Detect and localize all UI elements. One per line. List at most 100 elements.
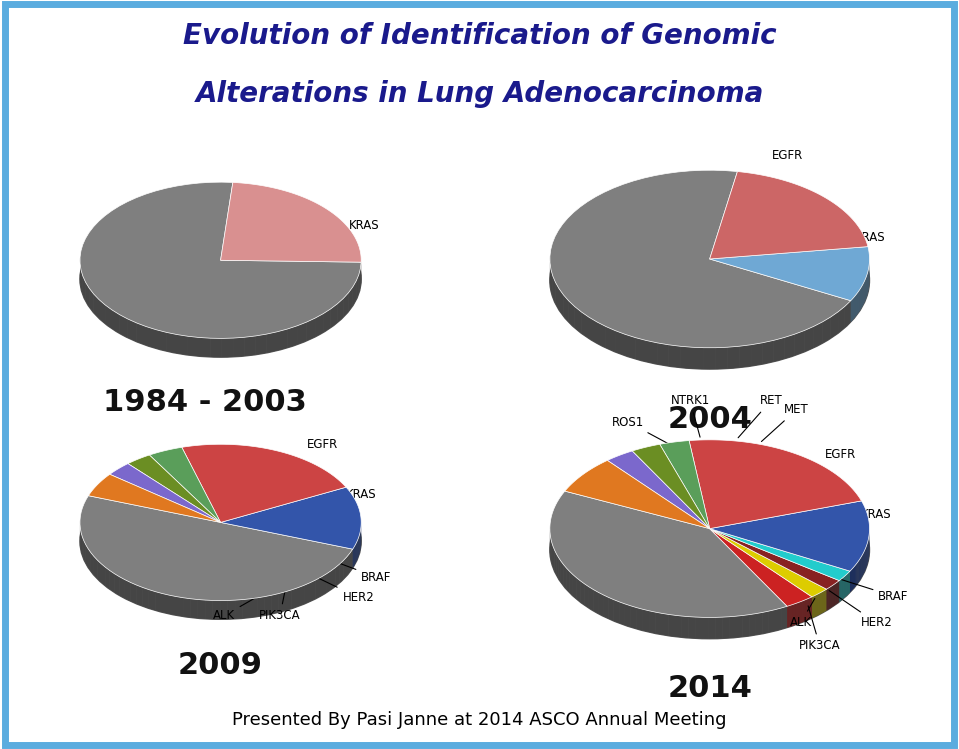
Polygon shape	[350, 549, 353, 571]
Text: BRAF: BRAF	[325, 558, 391, 583]
Polygon shape	[271, 594, 278, 614]
Text: KRAS: KRAS	[349, 219, 380, 232]
Polygon shape	[845, 300, 851, 328]
Polygon shape	[704, 348, 715, 369]
Polygon shape	[109, 571, 114, 592]
Polygon shape	[221, 487, 362, 549]
Polygon shape	[715, 348, 728, 369]
Polygon shape	[339, 560, 343, 583]
Polygon shape	[851, 569, 852, 592]
Text: KRAS: KRAS	[860, 508, 891, 521]
Polygon shape	[316, 314, 323, 337]
Text: Alterations in Lung Adenocarcinoma: Alterations in Lung Adenocarcinoma	[196, 80, 763, 109]
Text: No known
genotype: No known genotype	[129, 493, 194, 521]
Polygon shape	[83, 541, 85, 563]
Polygon shape	[692, 348, 704, 369]
Polygon shape	[221, 601, 227, 619]
Ellipse shape	[550, 192, 870, 369]
Text: EGFR: EGFR	[307, 437, 338, 451]
Polygon shape	[574, 306, 581, 333]
Polygon shape	[643, 609, 649, 632]
Polygon shape	[356, 275, 359, 300]
Polygon shape	[838, 306, 845, 333]
Polygon shape	[81, 270, 82, 295]
Polygon shape	[550, 270, 552, 297]
Polygon shape	[606, 327, 615, 352]
Text: No known
genotype: No known genotype	[615, 224, 680, 252]
Text: Presented By Pasi Janne at 2014 ASCO Annual Meeting: Presented By Pasi Janne at 2014 ASCO Ann…	[232, 711, 727, 729]
Polygon shape	[710, 529, 827, 597]
Polygon shape	[710, 529, 812, 606]
Polygon shape	[682, 616, 689, 638]
Polygon shape	[552, 276, 555, 304]
Polygon shape	[348, 287, 353, 312]
Polygon shape	[852, 568, 854, 590]
Polygon shape	[689, 616, 695, 638]
Polygon shape	[210, 339, 222, 357]
Polygon shape	[569, 301, 574, 328]
Polygon shape	[213, 601, 221, 619]
Polygon shape	[625, 334, 636, 359]
Polygon shape	[183, 598, 191, 617]
Polygon shape	[85, 545, 88, 568]
Polygon shape	[343, 557, 347, 579]
Polygon shape	[668, 345, 680, 368]
Polygon shape	[143, 587, 149, 608]
Text: 2004: 2004	[667, 404, 752, 434]
Polygon shape	[112, 310, 120, 333]
Polygon shape	[598, 592, 603, 616]
Polygon shape	[774, 338, 784, 362]
Polygon shape	[636, 338, 646, 362]
Text: KRAS: KRAS	[345, 488, 376, 501]
Polygon shape	[89, 288, 94, 313]
Polygon shape	[584, 584, 589, 608]
Polygon shape	[310, 580, 316, 601]
Polygon shape	[265, 595, 271, 616]
Polygon shape	[710, 529, 850, 580]
Polygon shape	[245, 336, 255, 356]
Polygon shape	[105, 567, 109, 589]
Polygon shape	[762, 611, 769, 634]
Polygon shape	[702, 617, 709, 639]
Polygon shape	[751, 343, 762, 366]
Polygon shape	[331, 304, 338, 327]
Polygon shape	[250, 598, 257, 618]
Polygon shape	[715, 617, 722, 639]
Polygon shape	[304, 583, 310, 604]
Polygon shape	[625, 604, 631, 627]
Polygon shape	[137, 323, 146, 345]
Ellipse shape	[80, 201, 362, 357]
Polygon shape	[114, 574, 120, 595]
Polygon shape	[177, 335, 188, 355]
Polygon shape	[795, 330, 805, 356]
Text: No known
genotype: No known genotype	[133, 228, 199, 255]
Text: HER2: HER2	[830, 590, 893, 629]
Polygon shape	[277, 329, 288, 351]
Text: ALK: ALK	[213, 594, 262, 622]
Polygon shape	[155, 592, 162, 612]
Polygon shape	[567, 568, 570, 592]
Polygon shape	[109, 464, 221, 522]
Polygon shape	[551, 543, 553, 568]
Polygon shape	[594, 589, 598, 613]
Polygon shape	[353, 281, 356, 306]
Polygon shape	[233, 337, 245, 357]
Text: HER2: HER2	[309, 574, 374, 604]
Polygon shape	[326, 571, 331, 592]
Polygon shape	[105, 305, 112, 329]
Polygon shape	[80, 496, 353, 601]
Polygon shape	[603, 595, 608, 619]
Polygon shape	[255, 334, 267, 355]
Polygon shape	[166, 333, 177, 354]
Polygon shape	[580, 580, 584, 605]
Text: KRAS: KRAS	[855, 231, 886, 244]
Polygon shape	[292, 588, 298, 609]
Polygon shape	[576, 577, 580, 602]
Polygon shape	[359, 268, 361, 294]
Polygon shape	[850, 570, 851, 592]
Polygon shape	[739, 345, 751, 368]
Text: MET: MET	[761, 403, 809, 441]
Polygon shape	[631, 606, 637, 629]
Polygon shape	[784, 334, 795, 359]
Polygon shape	[695, 617, 702, 639]
